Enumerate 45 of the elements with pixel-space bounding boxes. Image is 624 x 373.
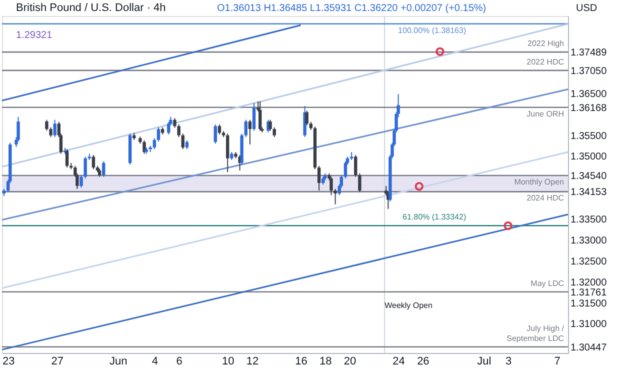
y-tick-label: 1.35500 <box>570 130 608 142</box>
x-tick-label: 18 <box>320 356 332 368</box>
annotation: 1.29321 <box>16 30 53 41</box>
ref-line-label: May LDC <box>530 278 564 288</box>
ref-line-label: Monthly Open <box>514 178 564 186</box>
ref-line-label: 2022 HDC <box>526 57 564 66</box>
ref-line-label: 100.00% (1.38163) <box>398 26 466 35</box>
chart-title: British Pound / U.S. Dollar · 4h <box>16 2 166 14</box>
x-tick-label: 16 <box>295 356 308 368</box>
x-tick-label: 20 <box>344 356 356 368</box>
x-tick-label: Jun <box>109 356 128 368</box>
x-tick-label: 26 <box>417 356 430 368</box>
y-tick-label: 1.31761 <box>570 287 608 298</box>
y-tick-label: 1.33500 <box>570 214 608 226</box>
y-tick-label: 1.37050 <box>570 66 608 77</box>
y-tick-label: 1.34540 <box>570 171 608 182</box>
y-tick-label: 1.31500 <box>570 298 608 310</box>
y-tick-label: 1.34153 <box>570 187 608 198</box>
x-tick-label: 7 <box>554 356 560 368</box>
x-tick-label: 23 <box>2 356 15 368</box>
x-tick-label: 6 <box>176 356 182 368</box>
y-tick-label: 1.30447 <box>570 342 608 354</box>
ref-line-label: 61.80% (1.33342) <box>402 212 466 222</box>
x-tick-label: 4 <box>152 356 158 368</box>
ref-line-label: Weekly Open <box>384 300 432 310</box>
ref-line-label: 2024 HDC <box>526 194 564 203</box>
x-tick-label: 24 <box>392 356 405 368</box>
y-tick-label: 1.33000 <box>570 235 608 246</box>
chart-subtitle: O1.36013 H1.36485 L1.35931 C1.36220 +0.00207 (+0.15%) <box>217 3 486 14</box>
y-axis-title: USD <box>576 3 598 14</box>
y-tick-label: 1.36168 <box>570 102 608 114</box>
x-tick-label: 27 <box>51 356 64 368</box>
y-tick-label: 1.31000 <box>570 319 608 330</box>
x-tick-label: 12 <box>246 356 259 368</box>
y-tick-label: 1.32000 <box>570 277 608 288</box>
ref-line-label: July High / September LDC <box>506 324 565 343</box>
y-tick-label: 1.37489 <box>570 48 608 59</box>
y-tick-label: 1.36500 <box>570 88 608 100</box>
y-tick-label: 1.35000 <box>570 152 608 163</box>
x-tick-label: Jul <box>477 356 492 368</box>
x-tick-label: 10 <box>222 356 234 368</box>
y-tick-label: 1.32500 <box>570 256 608 268</box>
ref-line-label: June ORH <box>526 109 564 118</box>
ref-line-label: 2022 High <box>528 39 564 48</box>
x-tick-label: 3 <box>505 356 512 368</box>
